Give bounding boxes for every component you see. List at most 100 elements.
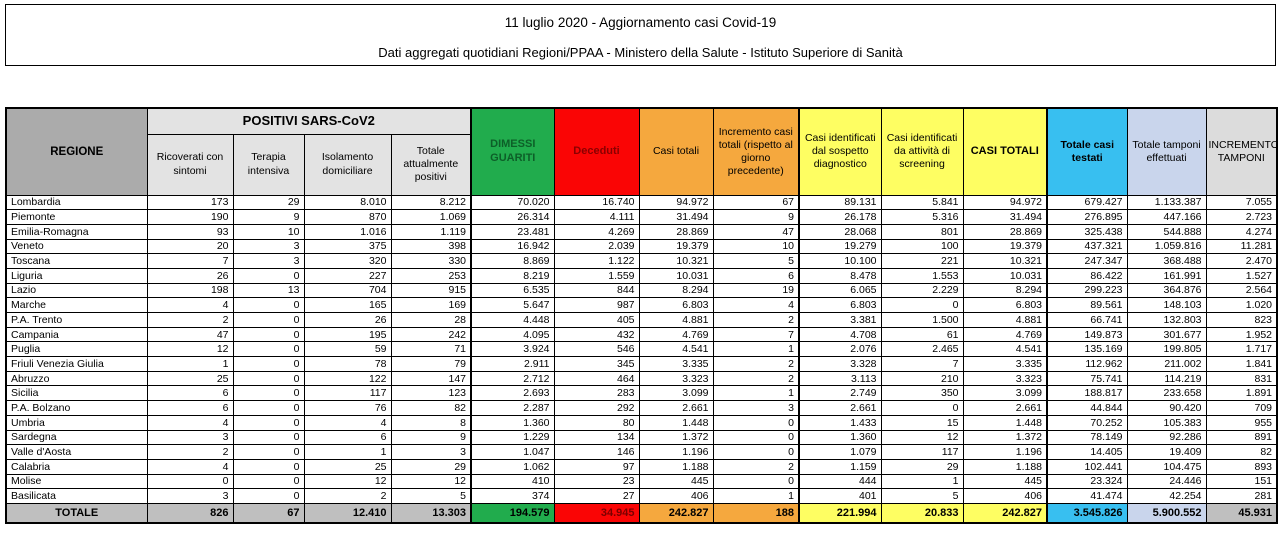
- data-cell: 13.303: [390, 502, 472, 524]
- region-name: Sicilia: [5, 385, 148, 402]
- report-title: 11 luglio 2020 - Aggiornamento casi Covi…: [504, 15, 777, 30]
- data-cell: 1.069: [390, 209, 472, 225]
- data-cell: 6.535: [470, 282, 555, 299]
- data-cell: 0: [712, 444, 800, 460]
- data-cell: 221: [880, 253, 964, 269]
- data-cell: 198: [146, 282, 234, 299]
- data-cell: 3: [390, 444, 472, 460]
- table-row: Emilia-Romagna 93 10 1.016 1.119 23.481 4.269 2…: [5, 223, 1278, 240]
- data-cell: 4.541: [638, 341, 714, 358]
- data-cell: 2.712: [470, 370, 555, 387]
- data-cell: 221.994: [798, 502, 882, 524]
- data-cell: 375: [303, 238, 392, 255]
- data-cell: 2: [303, 488, 392, 504]
- data-cell: 432: [553, 326, 640, 343]
- data-cell: 76: [303, 400, 392, 416]
- data-cell: 90.420: [1126, 400, 1207, 416]
- table-row: Abruzzo 25 0 122 147 2.712 464 3.323 2 3.113 210 3.…: [5, 370, 1278, 387]
- data-cell: 368.488: [1126, 253, 1207, 269]
- data-cell: 12: [880, 429, 964, 446]
- column-header-casi-testati: Totale casi testati: [1046, 107, 1128, 196]
- data-cell: 0: [232, 312, 305, 328]
- data-cell: 146: [553, 444, 640, 460]
- data-cell: 0: [712, 414, 800, 431]
- data-cell: 1.020: [1205, 297, 1278, 313]
- data-cell: 2.076: [798, 341, 882, 358]
- data-cell: 831: [1205, 370, 1278, 387]
- data-cell: 165: [303, 297, 392, 313]
- data-cell: 23.324: [1046, 473, 1128, 490]
- data-cell: 188.817: [1046, 385, 1128, 402]
- data-cell: 0: [232, 488, 305, 504]
- data-cell: 16.740: [553, 194, 640, 211]
- data-cell: 8.219: [470, 267, 555, 284]
- data-cell: 242.827: [962, 502, 1048, 524]
- data-cell: 16.942: [470, 238, 555, 255]
- data-cell: 292: [553, 400, 640, 416]
- data-cell: 80: [553, 414, 640, 431]
- region-name: Basilicata: [5, 488, 148, 504]
- data-cell: 233.658: [1126, 385, 1207, 402]
- data-cell: 100: [880, 238, 964, 255]
- data-cell: 2.287: [470, 400, 555, 416]
- data-cell: 1.059.816: [1126, 238, 1207, 255]
- data-cell: 1.016: [303, 223, 392, 240]
- table-row: Campania 47 0 195 242 4.095 432 4.769 7 4.708 61 4.…: [5, 326, 1278, 343]
- data-cell: 1.527: [1205, 267, 1278, 284]
- data-cell: 20: [146, 238, 234, 255]
- data-cell: 3.323: [962, 370, 1048, 387]
- data-cell: 3.924: [470, 341, 555, 358]
- data-cell: 0: [880, 297, 964, 313]
- region-name: P.A. Bolzano: [5, 400, 148, 416]
- data-cell: 5.900.552: [1126, 502, 1207, 524]
- column-header-sospetto-diagnostico: Casi identificati dal sospetto diagnosti…: [798, 107, 882, 196]
- data-cell: 19.379: [638, 238, 714, 255]
- table-body: Lombardia 173 29 8.010 8.212 70.020 16.740 94.9…: [5, 194, 1278, 524]
- data-cell: 12.410: [303, 502, 392, 524]
- data-cell: 97: [553, 458, 640, 475]
- column-header-screening: Casi identificati da attività di screeni…: [880, 107, 964, 196]
- region-name: Piemonte: [5, 209, 148, 225]
- data-cell: 94.972: [962, 194, 1048, 211]
- data-cell: 4.269: [553, 223, 640, 240]
- table-row: Marche 4 0 165 169 5.647 987 6.803 4 6.803 0 6.803 8…: [5, 297, 1278, 313]
- data-cell: 4: [303, 414, 392, 431]
- data-cell: 114.219: [1126, 370, 1207, 387]
- data-cell: 31.494: [638, 209, 714, 225]
- table-row: Calabria 4 0 25 29 1.062 97 1.188 2 1.159 29 1.188 1…: [5, 458, 1278, 475]
- table-row: Lombardia 173 29 8.010 8.212 70.020 16.740 94.9…: [5, 194, 1278, 211]
- data-cell: 2.039: [553, 238, 640, 255]
- data-cell: 1.133.387: [1126, 194, 1207, 211]
- data-cell: 26: [303, 312, 392, 328]
- data-cell: 147: [390, 370, 472, 387]
- data-cell: 8: [390, 414, 472, 431]
- column-header-regione: REGIONE: [5, 107, 148, 196]
- data-cell: 2: [146, 444, 234, 460]
- data-cell: 23: [553, 473, 640, 490]
- data-cell: 102.441: [1046, 458, 1128, 475]
- data-cell: 169: [390, 297, 472, 313]
- data-cell: 8.294: [638, 282, 714, 299]
- region-name: Emilia-Romagna: [5, 223, 148, 240]
- data-cell: 0: [232, 326, 305, 343]
- data-cell: 70.020: [470, 194, 555, 211]
- data-cell: 1.229: [470, 429, 555, 446]
- data-cell: 3.099: [638, 385, 714, 402]
- data-cell: 374: [470, 488, 555, 504]
- data-cell: 0: [232, 400, 305, 416]
- data-cell: 5: [712, 253, 800, 269]
- table-row: Puglia 12 0 59 71 3.924 546 4.541 1 2.076 2.465 4.5…: [5, 341, 1278, 358]
- data-cell: 6: [303, 429, 392, 446]
- data-cell: 45.931: [1205, 502, 1278, 524]
- data-cell: 2.661: [798, 400, 882, 416]
- report-title-box: 11 luglio 2020 - Aggiornamento casi Covi…: [5, 4, 1276, 66]
- data-cell: 6: [712, 267, 800, 284]
- data-cell: 406: [962, 488, 1048, 504]
- table-row: Sardegna 3 0 6 9 1.229 134 1.372 0 1.360 12 1.372 78…: [5, 429, 1278, 446]
- data-cell: 13: [232, 282, 305, 299]
- data-cell: 1: [712, 385, 800, 402]
- data-cell: 1.500: [880, 312, 964, 328]
- column-header-incremento-casi: Incremento casi totali (rispetto al gior…: [712, 107, 800, 196]
- data-cell: 6: [146, 400, 234, 416]
- data-cell: 0: [712, 429, 800, 446]
